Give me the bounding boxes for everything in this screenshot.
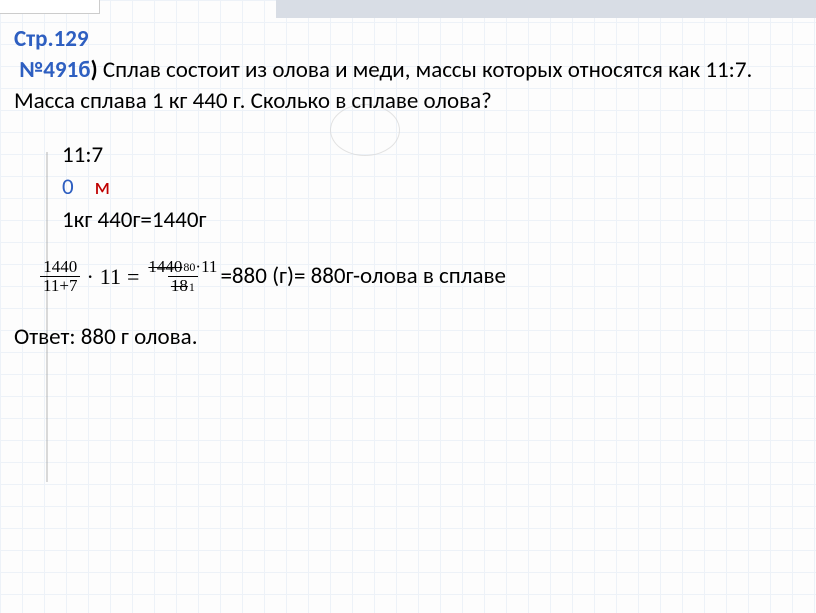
letters-line: 0 м [62, 171, 802, 203]
ratio-line: 11:7 [62, 139, 802, 171]
multiplier: 11 [100, 262, 121, 292]
problem-line: №491б) Сплав состоит из олова и меди, ма… [14, 55, 802, 117]
letter-o: 0 [62, 173, 74, 201]
fraction-1: 1440 11+7 [40, 258, 80, 296]
frac2-num-strike: 1440 [148, 258, 182, 277]
answer-line: Ответ: 880 г олова. [14, 322, 802, 353]
content-area: Стр.129 №491б) Сплав состоит из олова и … [0, 0, 816, 367]
op-dot: · [86, 262, 93, 292]
frac2-num: 144080·11 [145, 258, 220, 277]
frac1-den: 11+7 [40, 276, 80, 296]
frac2-num-dot: ·11 [195, 258, 217, 277]
problem-ref-text: №491б [19, 56, 90, 84]
op-eq1: = [127, 262, 139, 292]
problem-text: Сплав состоит из олова и меди, массы кот… [14, 56, 752, 115]
page-ref-text: Стр.129 [14, 25, 89, 53]
problem-paren: ) [90, 56, 97, 84]
letter-m: м [94, 173, 110, 201]
frac2-den-strike: 18 [171, 277, 188, 296]
mass-line: 1кг 440г=1440г [62, 204, 802, 236]
formula-result: =880 (г)= 880г-олова в сплаве [220, 261, 506, 292]
page-reference: Стр.129 [14, 24, 802, 55]
formula-row: 1440 11+7 · 11 = 144080·11 181 =880 (г)=… [40, 258, 802, 296]
frac2-den: 181 [168, 276, 198, 296]
work-area: 11:7 0 м 1кг 440г=1440г [62, 139, 802, 236]
fraction-2: 144080·11 181 [145, 258, 220, 296]
frac1-num: 1440 [40, 258, 80, 277]
